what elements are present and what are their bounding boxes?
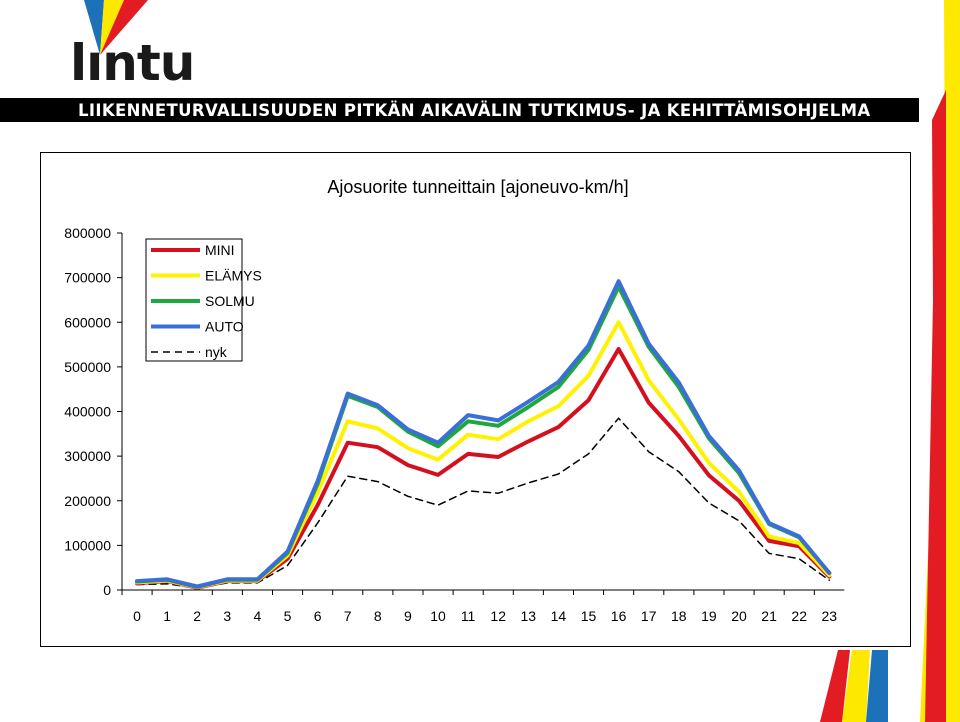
chart-title: Ajosuorite tunneittain [ajoneuvo-km/h] — [327, 177, 628, 197]
x-tick-label: 0 — [133, 608, 141, 624]
series-group — [135, 279, 832, 590]
x-tick-label: 7 — [344, 608, 352, 624]
x-tick-label: 22 — [791, 608, 807, 624]
x-tick-label: 13 — [521, 608, 537, 624]
stripe-yellow-edge — [950, 100, 960, 722]
x-tick-label: 16 — [611, 608, 627, 624]
x-tick-label: 1 — [163, 608, 171, 624]
x-tick-label: 2 — [193, 608, 201, 624]
y-tick-label: 200000 — [64, 493, 111, 509]
x-tick-label: 17 — [641, 608, 657, 624]
x-tick-label: 21 — [761, 608, 777, 624]
banner-title: LIIKENNETURVALLISUUDEN PITKÄN AIKAVÄLIN … — [78, 101, 871, 120]
y-axis: 0 100000 200000 300000 400000 500000 600000 700… — [64, 225, 123, 598]
legend-label: MINI — [205, 242, 235, 258]
x-tick-label: 4 — [254, 608, 262, 624]
x-tick-label: 14 — [551, 608, 567, 624]
x-tick-label: 19 — [701, 608, 717, 624]
x-tick-label: 5 — [284, 608, 292, 624]
x-tick-label: 8 — [374, 608, 382, 624]
stripe-yellow-bottom — [842, 650, 870, 722]
x-tick-label: 20 — [731, 608, 747, 624]
x-tick-label: 3 — [223, 608, 231, 624]
logo-blue-petal — [84, 0, 104, 55]
x-tick-label: 6 — [314, 608, 322, 624]
logo-wordmark: lıntu — [70, 34, 195, 92]
y-tick-label: 400000 — [64, 404, 111, 420]
header-banner — [0, 98, 919, 122]
x-tick-label: 11 — [461, 608, 476, 624]
y-tick-label: 300000 — [64, 448, 111, 464]
chart-frame — [40, 152, 911, 647]
x-tick-label: 18 — [671, 608, 687, 624]
y-tick-label: 0 — [103, 582, 111, 598]
stripe-red-right — [925, 90, 946, 722]
legend-label: AUTO — [205, 319, 244, 335]
x-tick-label: 10 — [430, 608, 446, 624]
lintu-logo-mark — [84, 0, 148, 55]
x-tick-label: 12 — [490, 608, 506, 624]
legend-label: nyk — [205, 344, 228, 360]
y-tick-label: 500000 — [64, 359, 111, 375]
stripe-blue-bottom — [866, 650, 888, 722]
x-tick-label: 9 — [404, 608, 412, 624]
y-tick-label: 700000 — [64, 270, 111, 286]
series-line-auto — [135, 279, 832, 589]
series-line-nyk — [136, 417, 831, 589]
series-line-mini — [135, 347, 832, 590]
x-tick-label: 23 — [822, 608, 838, 624]
y-tick-label: 100000 — [64, 537, 111, 553]
logo-red-petal — [100, 0, 148, 55]
stripe-red-bottom — [820, 650, 850, 722]
y-tick-label: 800000 — [64, 225, 111, 241]
x-tick-label: 15 — [581, 608, 597, 624]
legend-label: ELÄMYS — [205, 268, 262, 284]
y-tick-label: 600000 — [64, 314, 111, 330]
x-axis: 0 1 2 3 4 5 6 7 8 9 10 11 12 13 14 15 16 17 18 19 20 21 22 23 — [121, 589, 845, 624]
legend-label: SOLMU — [205, 293, 255, 309]
legend: MINI ELÄMYS SOLMU AUTO nyk — [145, 238, 262, 362]
